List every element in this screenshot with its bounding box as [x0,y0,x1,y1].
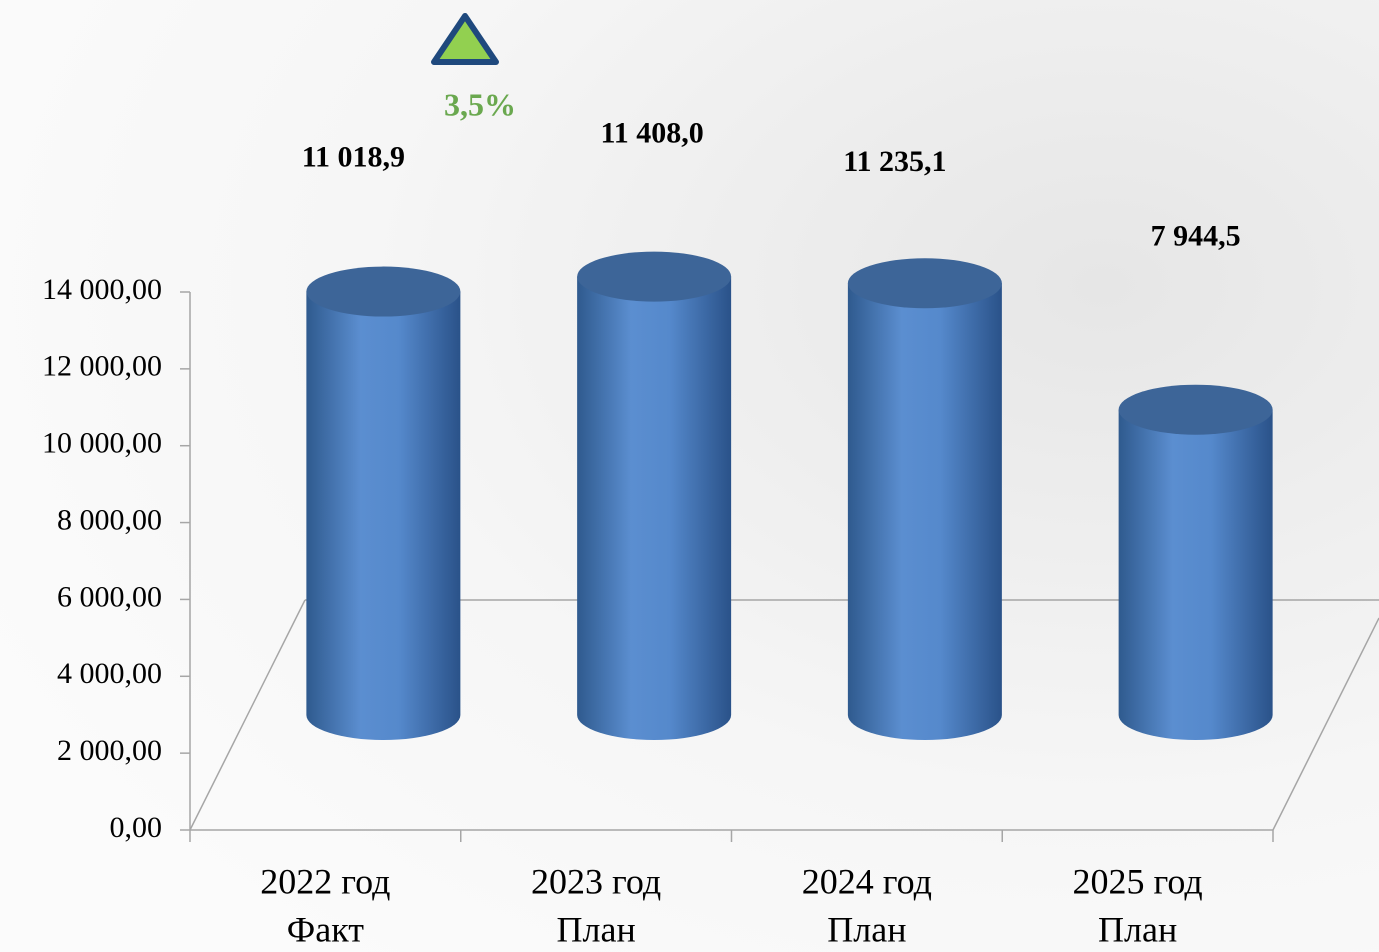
y-tick-label: 8 000,00 [57,503,162,536]
x-tick-label: 2023 год [531,861,661,901]
x-tick-label: 2022 год [260,861,390,901]
x-tick-label: План [827,909,906,949]
value-label: 11 408,0 [600,116,703,149]
annotation: 3,5% [431,13,516,122]
x-tick-label: 2025 год [1073,861,1203,901]
y-tick-label: 0,00 [110,811,163,844]
cylinder [306,266,461,740]
y-tick-label: 4 000,00 [57,657,162,690]
value-label: 11 235,1 [843,145,946,178]
cylinder [1118,384,1273,740]
cylinder-top [1118,384,1273,435]
cylinder-body [1118,409,1273,740]
cylinder-body [577,276,732,740]
y-tick-label: 10 000,00 [42,427,162,460]
y-tick-label: 14 000,00 [42,273,162,306]
cylinder [577,251,732,740]
cylinder [847,258,1002,740]
value-label: 11 018,9 [302,140,405,173]
x-tick-label: 2024 год [802,861,932,901]
y-tick-label: 6 000,00 [57,580,162,613]
cylinder-top [306,266,461,317]
x-tick-label: План [1098,909,1177,949]
value-label: 7 944,5 [1151,220,1241,253]
up-arrow [431,13,499,65]
y-tick-label: 12 000,00 [42,350,162,383]
y-tick-label: 2 000,00 [57,734,162,767]
cylinder-body [306,291,461,740]
x-tick-label: Факт [287,909,364,949]
cylinder-top [847,258,1002,309]
cylinder-top [577,251,732,302]
cylinder-body [847,283,1002,740]
x-tick-label: План [557,909,636,949]
annotation-text: 3,5% [444,86,516,122]
